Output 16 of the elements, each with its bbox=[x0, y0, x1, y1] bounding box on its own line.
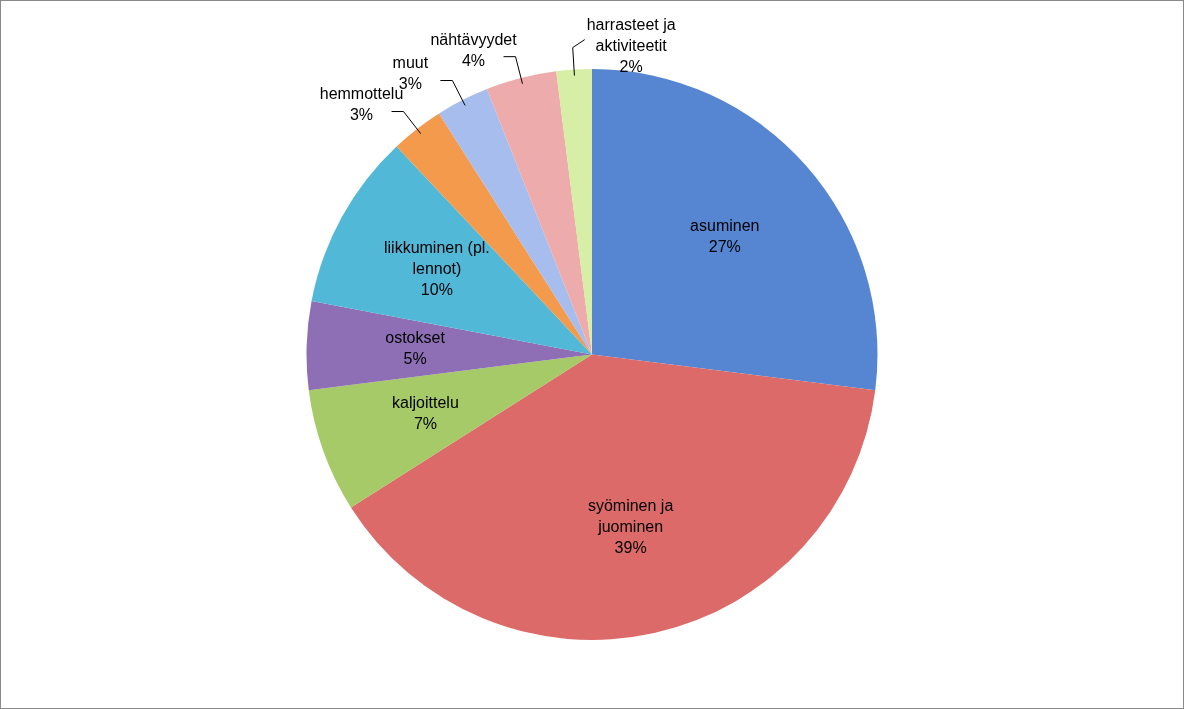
slice-label: ostokset bbox=[385, 328, 446, 346]
data-label: 4% bbox=[461, 51, 486, 69]
slice-label: muut bbox=[392, 54, 429, 72]
data-label: 3% bbox=[349, 106, 374, 124]
data-label: 7% bbox=[413, 415, 438, 433]
slice-label: liikkuminen (pl. lennot) bbox=[383, 238, 490, 277]
data-label: 10% bbox=[420, 280, 453, 298]
slice-label: harrasteet ja aktiviteetit bbox=[586, 15, 676, 54]
slice-label: syöminen ja juominen bbox=[587, 496, 674, 535]
slice-label: kaljoittelu bbox=[392, 394, 459, 412]
data-label: 39% bbox=[614, 538, 647, 556]
data-label: 5% bbox=[403, 349, 427, 367]
data-label: 2% bbox=[619, 57, 643, 75]
slice-label: nähtävyydet bbox=[430, 30, 518, 48]
data-label: 27% bbox=[708, 238, 741, 256]
slice-label: asuminen bbox=[690, 217, 760, 235]
